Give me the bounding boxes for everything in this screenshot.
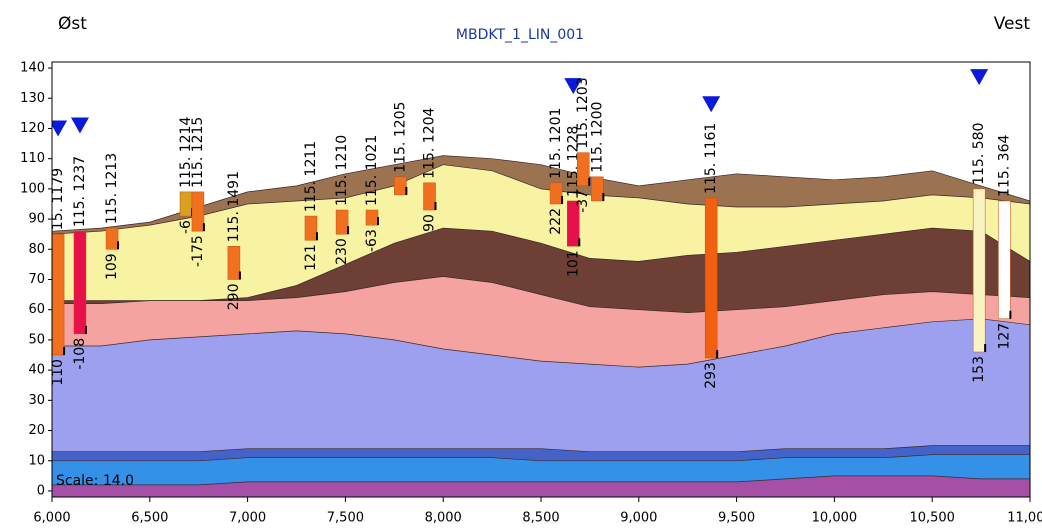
- borehole: [180, 192, 192, 216]
- borehole-depth: 90: [422, 214, 438, 232]
- x-tick-label: 9,000: [620, 511, 657, 526]
- borehole-depth: 127: [996, 323, 1012, 350]
- borehole: [106, 228, 118, 249]
- borehole-name: 115. 1200: [589, 102, 605, 173]
- y-tick-label: 130: [20, 91, 45, 106]
- borehole-name: 115. 1210: [334, 135, 350, 206]
- borehole-depth: 109: [104, 253, 120, 280]
- borehole-name: 115. 364: [996, 135, 1012, 197]
- borehole-name: 115. 1237: [72, 156, 88, 227]
- borehole-depth: -6: [178, 220, 194, 234]
- y-tick-label: 80: [28, 242, 45, 257]
- x-tick-label: 9,500: [718, 511, 755, 526]
- x-tick-label: 10,500: [909, 511, 955, 526]
- borehole: [550, 183, 562, 204]
- borehole: [305, 216, 317, 240]
- borehole: [192, 192, 204, 231]
- left-label: Øst: [58, 14, 87, 34]
- borehole-name: 115. 1211: [303, 141, 319, 212]
- x-tick-label: 11,000: [1007, 511, 1042, 526]
- borehole: [228, 246, 240, 279]
- borehole-name: 115. 1021: [364, 135, 380, 206]
- borehole: [705, 198, 717, 358]
- y-tick-label: 140: [20, 61, 45, 76]
- y-tick-label: 30: [28, 393, 45, 408]
- x-tick-label: 6,500: [131, 511, 168, 526]
- borehole: [998, 201, 1010, 319]
- borehole-depth: -175: [190, 235, 206, 267]
- y-tick-label: 90: [28, 212, 45, 227]
- y-tick-label: 10: [28, 453, 45, 468]
- y-tick-label: 50: [28, 332, 45, 347]
- borehole: [424, 183, 436, 210]
- x-tick-label: 10,000: [812, 511, 858, 526]
- chart: MBDKT_1_LIN_001 Øst Vest 15. 1179110115.…: [0, 0, 1042, 528]
- borehole-name: 115. 580: [971, 123, 987, 185]
- y-tick-label: 70: [28, 272, 45, 287]
- borehole-depth: 293: [703, 362, 719, 389]
- right-label: Vest: [994, 14, 1031, 34]
- borehole-depth: -108: [72, 338, 88, 370]
- y-tick-label: 120: [20, 121, 45, 136]
- x-tick-label: 7,000: [229, 511, 266, 526]
- x-tick-label: 6,000: [33, 511, 70, 526]
- y-tick-label: 110: [20, 151, 45, 166]
- x-tick-label: 7,500: [327, 511, 364, 526]
- borehole-depth: -63: [364, 229, 380, 252]
- borehole-name: 115. 1201: [548, 108, 564, 179]
- borehole-name: 115. 1205: [392, 102, 408, 173]
- borehole: [973, 189, 985, 352]
- borehole: [336, 210, 348, 234]
- borehole-depth: 230: [334, 238, 350, 265]
- borehole-depth: 290: [226, 284, 242, 311]
- borehole: [52, 234, 64, 355]
- y-tick-label: 100: [20, 181, 45, 196]
- borehole: [591, 177, 603, 201]
- y-tick-label: 0: [37, 483, 45, 498]
- borehole: [74, 231, 86, 334]
- x-tick-label: 8,000: [425, 511, 462, 526]
- borehole: [366, 210, 378, 225]
- borehole-name: 115. 1204: [422, 107, 438, 178]
- borehole-depth: 153: [971, 356, 987, 383]
- borehole-name: 115. 1161: [703, 123, 719, 194]
- y-tick-label: 40: [28, 363, 45, 378]
- y-tick-label: 20: [28, 423, 45, 438]
- borehole: [577, 153, 589, 186]
- borehole-depth: 101: [565, 250, 581, 277]
- x-tick-label: 8,500: [522, 511, 559, 526]
- y-tick-label: 60: [28, 302, 45, 317]
- borehole-name: 115. 1215: [190, 117, 206, 188]
- borehole-depth: -37: [575, 190, 591, 213]
- borehole-name: 115. 1213: [104, 153, 120, 224]
- borehole-depth: 121: [303, 244, 319, 271]
- borehole-depth: 222: [548, 208, 564, 235]
- scale-annotation: Scale: 14.0: [56, 473, 134, 489]
- chart-title: MBDKT_1_LIN_001: [456, 27, 584, 43]
- borehole: [394, 177, 406, 195]
- borehole-name: 115. 1491: [226, 171, 242, 242]
